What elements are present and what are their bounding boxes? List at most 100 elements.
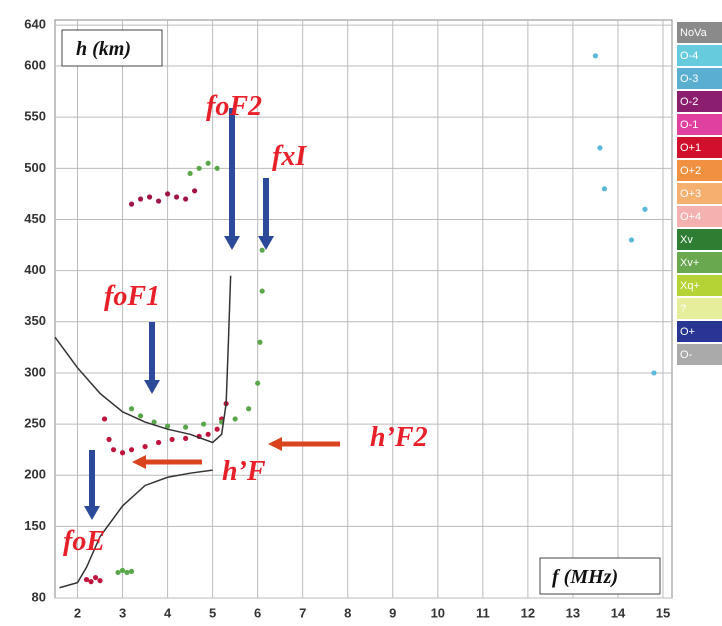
- legend-swatch: [677, 137, 722, 158]
- arrow-head: [224, 236, 240, 250]
- legend-swatch: [677, 68, 722, 89]
- legend-swatch: [677, 91, 722, 112]
- legend-label: NoVa: [680, 27, 708, 39]
- echo-point: [146, 194, 153, 200]
- x-tick-label: 10: [431, 605, 445, 620]
- grid: [55, 20, 672, 599]
- echo-point: [119, 567, 126, 573]
- echo-point: [92, 574, 99, 581]
- annotation: foF1: [104, 281, 160, 312]
- echo-point: [192, 188, 198, 194]
- echo-point: [101, 416, 108, 422]
- legend-label: O+4: [680, 211, 701, 223]
- legend-label: O-3: [680, 73, 698, 85]
- annotation: h’F2: [370, 422, 428, 453]
- arrows: [84, 108, 340, 520]
- legend-swatch: [677, 114, 722, 135]
- legend-swatch: [677, 344, 722, 365]
- echo-point: [183, 196, 189, 202]
- y-tick-label: 400: [24, 262, 46, 277]
- arrow-head: [144, 380, 160, 394]
- legend-swatch: [677, 298, 722, 319]
- x-tick-label: 11: [476, 605, 490, 620]
- echo-point: [128, 568, 135, 575]
- echo-point: [187, 170, 193, 177]
- echo-point: [651, 370, 657, 376]
- echo-point: [155, 439, 162, 446]
- label-box: [539, 557, 661, 595]
- annotation: fxI: [272, 141, 307, 172]
- echo-point: [183, 435, 189, 442]
- legend-swatch: [677, 22, 722, 43]
- echo-point: [128, 447, 135, 453]
- legend-label: O+1: [680, 142, 701, 154]
- echo-point: [164, 423, 171, 429]
- x-axis-label: f (MHz): [552, 566, 618, 588]
- x-tick-label: 14: [611, 605, 626, 620]
- echo-point: [137, 413, 144, 419]
- echo-point: [592, 53, 599, 59]
- x-tick-label: 8: [344, 605, 351, 620]
- label-box: [61, 29, 163, 67]
- y-tick-label: 150: [24, 518, 46, 533]
- x-tick-label: 6: [254, 605, 261, 620]
- echo-point: [124, 569, 130, 576]
- echo-point: [205, 160, 211, 166]
- legend-label: O+3: [680, 188, 701, 200]
- x-tick-label: 15: [656, 605, 670, 620]
- echo-point: [137, 196, 144, 202]
- x-tick-label: 12: [521, 605, 535, 620]
- echo-point: [88, 579, 94, 585]
- y-tick-label: 200: [24, 467, 46, 482]
- legend-label: O+: [680, 326, 695, 338]
- echo-point: [214, 165, 220, 171]
- echo-point: [151, 419, 157, 425]
- echo-point: [83, 576, 90, 583]
- legend-label: Xq+: [680, 280, 700, 292]
- y-tick-label: 500: [24, 160, 46, 175]
- y-tick-label: 450: [24, 211, 46, 226]
- echo-point: [259, 247, 265, 253]
- x-tick-label: 13: [566, 605, 580, 620]
- legend-swatch: [677, 275, 722, 296]
- arrow-head: [132, 455, 146, 469]
- x-tick-label: 4: [164, 605, 172, 620]
- legend-swatch: [677, 252, 722, 273]
- legend-label: O-2: [680, 96, 698, 108]
- arrow-head: [258, 236, 274, 250]
- legend-label: O-4: [680, 50, 698, 62]
- echo-point: [196, 165, 202, 171]
- echo-point: [155, 198, 162, 204]
- y-tick-label: 550: [24, 109, 46, 124]
- plot-area: [54, 19, 673, 599]
- annotation: h’F: [222, 456, 266, 487]
- legend-swatch: [677, 229, 722, 250]
- y-tick-label: 350: [24, 313, 46, 328]
- arrow-head: [84, 506, 100, 520]
- model-curve: [54, 275, 232, 444]
- x-tick-label: 3: [119, 605, 126, 620]
- echo-point: [601, 186, 608, 192]
- legend: NoVa O-4 O-3 O-2 O-1 O+1 O+2 O+3 O+4 Xv Xv+ Xq+? O+ O…: [677, 22, 722, 365]
- legend-label: Xv: [680, 234, 693, 246]
- annotation: foF2: [206, 91, 262, 122]
- echo-point: [214, 426, 220, 432]
- echo-point: [628, 237, 635, 243]
- echo-point: [115, 569, 121, 576]
- y-tick-label: 300: [24, 364, 46, 379]
- echo-point: [119, 450, 126, 456]
- echo-point: [255, 380, 261, 386]
- echo-point: [169, 436, 175, 443]
- model-curve: [59, 469, 213, 589]
- echo-point: [257, 339, 263, 345]
- echo-point: [201, 421, 207, 427]
- echo-point: [128, 406, 135, 412]
- echo-point: [106, 436, 112, 443]
- y-tick-label: 640: [24, 17, 46, 32]
- echo-point: [205, 431, 211, 437]
- y-tick-label: 600: [24, 57, 46, 72]
- echo-point: [246, 406, 252, 412]
- echo-point: [164, 191, 171, 197]
- y-tick-label: 80: [32, 589, 46, 604]
